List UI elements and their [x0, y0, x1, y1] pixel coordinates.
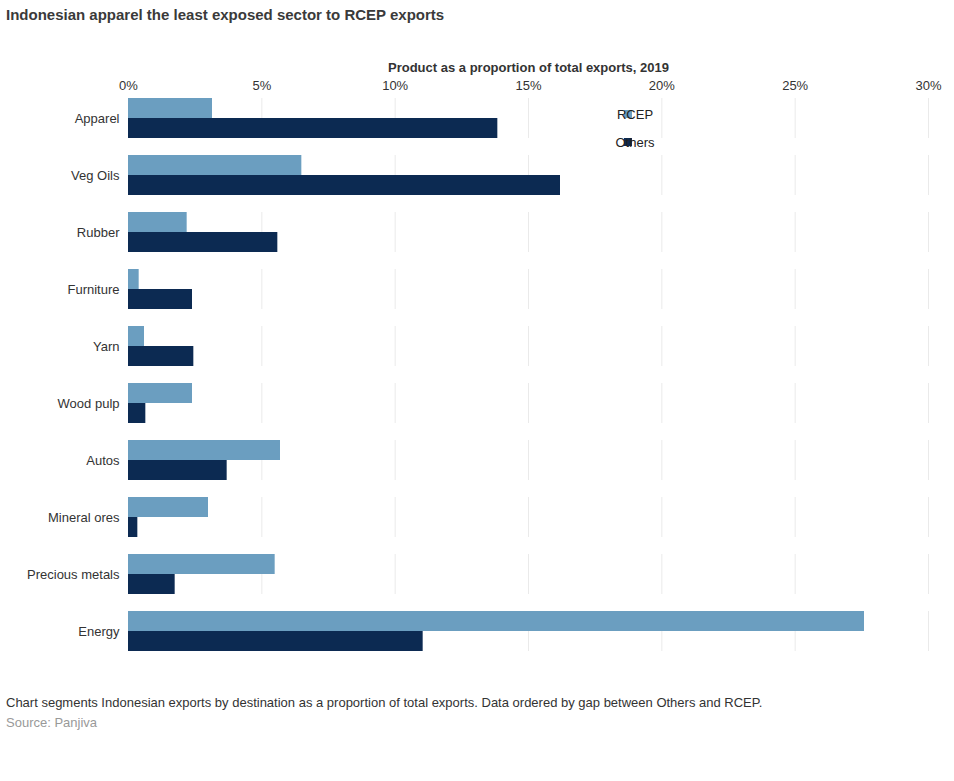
svg-text:Energy: Energy: [78, 624, 120, 639]
svg-text:Yarn: Yarn: [93, 339, 120, 354]
svg-text:5%: 5%: [252, 78, 271, 93]
svg-text:Precious metals: Precious metals: [27, 567, 120, 582]
svg-text:10%: 10%: [382, 78, 408, 93]
svg-text:30%: 30%: [915, 78, 941, 93]
svg-text:Others: Others: [615, 135, 655, 150]
svg-text:15%: 15%: [515, 78, 541, 93]
svg-text:20%: 20%: [649, 78, 675, 93]
svg-text:0%: 0%: [119, 78, 138, 93]
html-text:Source: Panjiva: Source: Panjiva: [6, 715, 98, 730]
svg-text:Veg Oils: Veg Oils: [71, 168, 120, 183]
svg-text:Mineral ores: Mineral ores: [48, 510, 120, 525]
svg-text:Autos: Autos: [86, 453, 120, 468]
svg-text:25%: 25%: [782, 78, 808, 93]
html-text:Indonesian apparel the least e: Indonesian apparel the least exposed sec…: [6, 6, 445, 23]
svg-text:Apparel: Apparel: [75, 111, 120, 126]
svg-text:Product as a proportion of tot: Product as a proportion of total exports…: [388, 60, 669, 75]
svg-text:RCEP: RCEP: [617, 107, 653, 122]
svg-text:Furniture: Furniture: [67, 282, 119, 297]
svg-text:Wood pulp: Wood pulp: [58, 396, 120, 411]
svg-text:Rubber: Rubber: [77, 225, 120, 240]
html-text:Chart segments Indonesian expo: Chart segments Indonesian exports by des…: [6, 695, 763, 710]
